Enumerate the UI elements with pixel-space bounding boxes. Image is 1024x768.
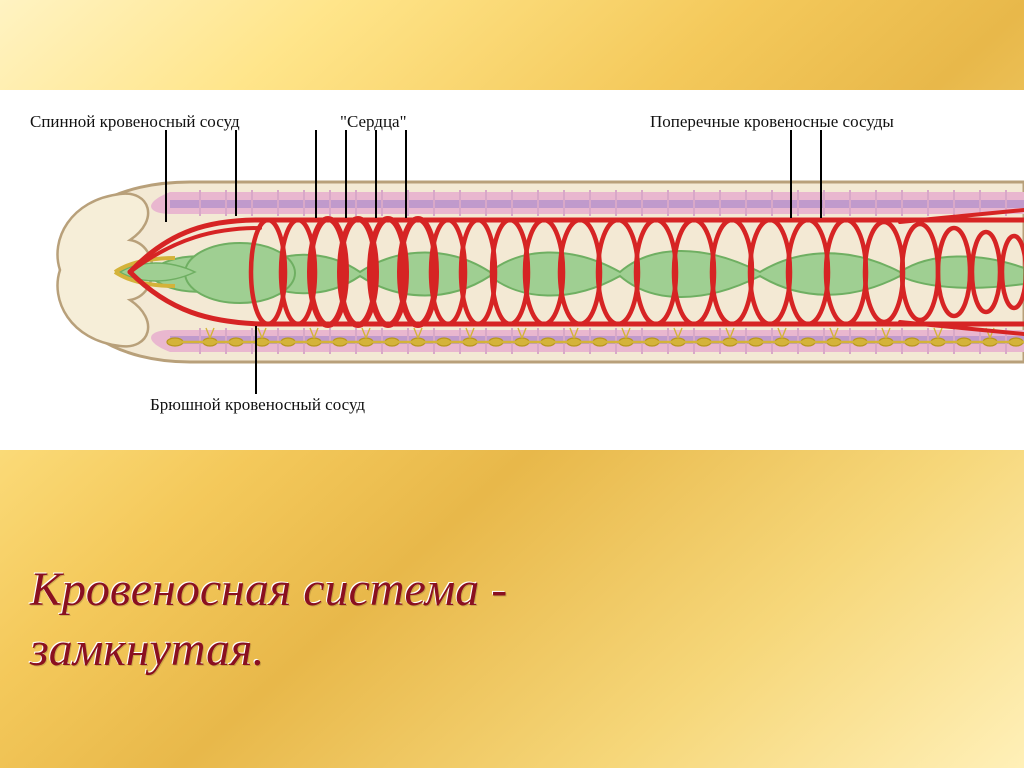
leader-hearts-1 bbox=[315, 130, 317, 218]
leader-trans-2 bbox=[820, 130, 822, 218]
label-dorsal-vessel: Спинной кровеносный сосуд bbox=[30, 112, 240, 132]
leader-dorsal-2 bbox=[235, 130, 237, 216]
leader-dorsal-1 bbox=[165, 130, 167, 222]
label-hearts: "Сердца" bbox=[340, 112, 407, 132]
leader-ventral bbox=[255, 326, 257, 394]
leader-trans-1 bbox=[790, 130, 792, 218]
label-transverse-vessels: Поперечные кровеносные сосуды bbox=[650, 112, 894, 132]
diagram-panel: Спинной кровеносный сосуд "Сердца" Попер… bbox=[0, 90, 1024, 450]
leader-hearts-2 bbox=[345, 130, 347, 218]
title-line2: замкнутая. bbox=[30, 623, 265, 676]
title-line1: Кровеносная система - bbox=[30, 563, 507, 616]
leader-hearts-4 bbox=[405, 130, 407, 218]
label-ventral-vessel: Брюшной кровеносный сосуд bbox=[150, 395, 365, 415]
pharynx-bulb bbox=[185, 243, 295, 303]
leader-hearts-3 bbox=[375, 130, 377, 218]
slide-title: Кровеносная система - замкнутая. bbox=[30, 560, 507, 680]
